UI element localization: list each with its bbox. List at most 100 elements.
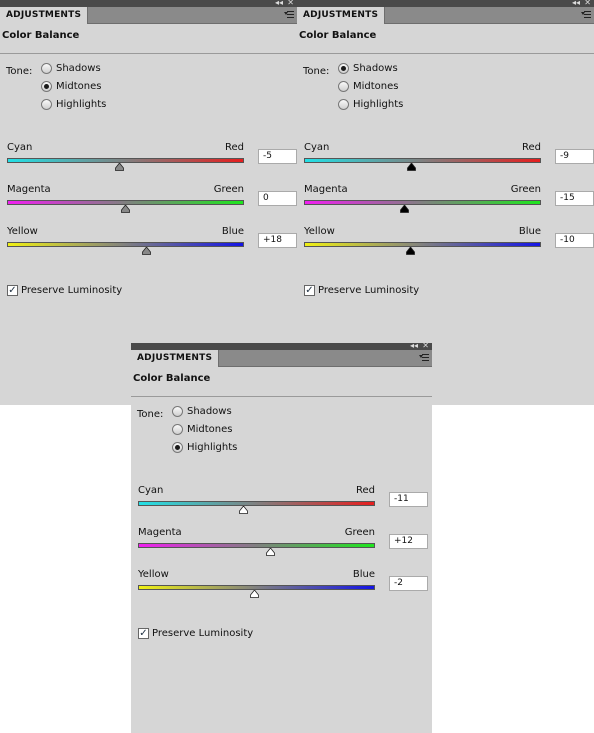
slider-knob[interactable] [249, 590, 259, 598]
tone-label: Tone: [6, 66, 33, 77]
radio-label: Shadows [56, 62, 101, 74]
preserve-luminosity-checkbox[interactable]: ✓ [304, 285, 315, 296]
slider-knob[interactable] [121, 205, 130, 213]
slider-track-magenta-green[interactable] [304, 200, 541, 205]
preserve-luminosity-label: Preserve Luminosity [152, 628, 254, 639]
close-icon[interactable]: ✕ [422, 343, 429, 350]
panel-menu-icon[interactable] [284, 10, 294, 20]
slider-knob[interactable] [400, 205, 410, 213]
radio-button[interactable] [172, 441, 183, 453]
slider-track-cyan-red[interactable] [138, 501, 375, 506]
radio-midtones[interactable]: Midtones [338, 79, 399, 93]
divider [0, 53, 297, 54]
panel-menu-icon[interactable] [581, 10, 591, 20]
radio-button[interactable] [338, 80, 349, 92]
slider-label-green: Green [213, 184, 244, 195]
preserve-luminosity-label: Preserve Luminosity [318, 285, 420, 296]
radio-highlights[interactable]: Highlights [338, 97, 403, 111]
collapse-icon[interactable]: ◂◂ [409, 343, 418, 350]
radio-highlights[interactable]: Highlights [41, 97, 106, 111]
value-input-magenta-green[interactable]: +12 [389, 534, 428, 549]
preserve-luminosity-row[interactable]: ✓ Preserve Luminosity [138, 628, 253, 639]
adjustments-panel-shadows: ◂◂ ✕ ADJUSTMENTS Color Balance Tone: Shadows M… [297, 0, 594, 405]
panel-menu-icon[interactable] [419, 353, 429, 363]
slider-track-magenta-green[interactable] [138, 543, 375, 548]
collapse-icon[interactable]: ◂◂ [274, 0, 283, 7]
panel-title: Color Balance [299, 30, 377, 41]
radio-label: Midtones [56, 80, 102, 92]
preserve-luminosity-label: Preserve Luminosity [21, 285, 123, 296]
divider [297, 53, 594, 54]
panel-tab-bar: ADJUSTMENTS [297, 7, 594, 24]
radio-button[interactable] [338, 98, 349, 110]
collapse-icon[interactable]: ◂◂ [571, 0, 580, 7]
radio-highlights[interactable]: Highlights [172, 440, 237, 454]
value-input-cyan-red[interactable]: -5 [258, 149, 297, 164]
slider-label-yellow: Yellow [304, 226, 335, 237]
slider-knob[interactable] [266, 548, 276, 556]
slider-label-magenta: Magenta [7, 184, 51, 195]
value-input-yellow-blue[interactable]: -2 [389, 576, 428, 591]
value-input-cyan-red[interactable]: -11 [389, 492, 428, 507]
tab-adjustments[interactable]: ADJUSTMENTS [297, 7, 386, 24]
tab-adjustments[interactable]: ADJUSTMENTS [0, 7, 89, 24]
slider-label-blue: Blue [221, 226, 244, 237]
slider-label-green: Green [510, 184, 541, 195]
radio-shadows[interactable]: Shadows [172, 404, 232, 418]
adjustments-panel-shadows-midtones: ◂◂ ✕ ADJUSTMENTS Color Balance Tone: Shadows M… [0, 0, 297, 405]
value-input-yellow-blue[interactable]: -10 [555, 233, 594, 248]
radio-label: Midtones [187, 423, 233, 435]
value-input-yellow-blue[interactable]: +18 [258, 233, 297, 248]
radio-button[interactable] [172, 423, 183, 435]
slider-label-yellow: Yellow [138, 569, 169, 580]
slider-label-red: Red [356, 485, 375, 496]
panel-top-strip: ◂◂ ✕ [131, 343, 432, 350]
panel-title: Color Balance [133, 373, 211, 384]
adjustments-panel-highlights: ◂◂ ✕ ADJUSTMENTS Color Balance Tone: Shadows M… [131, 343, 432, 733]
radio-button[interactable] [41, 80, 52, 92]
slider-knob[interactable] [407, 163, 417, 171]
slider-label-magenta: Magenta [138, 527, 182, 538]
slider-label-magenta: Magenta [304, 184, 348, 195]
slider-track-cyan-red[interactable] [7, 158, 244, 163]
radio-button[interactable] [172, 405, 183, 417]
preserve-luminosity-row[interactable]: ✓ Preserve Luminosity [304, 285, 419, 296]
close-icon[interactable]: ✕ [584, 0, 591, 7]
panel-top-strip: ◂◂ ✕ [0, 0, 297, 7]
slider-label-cyan: Cyan [138, 485, 164, 496]
slider-track-yellow-blue[interactable] [138, 585, 375, 590]
slider-label-cyan: Cyan [7, 142, 33, 153]
radio-button[interactable] [41, 98, 52, 110]
preserve-luminosity-checkbox[interactable]: ✓ [7, 285, 18, 296]
radio-shadows[interactable]: Shadows [41, 61, 101, 75]
value-input-cyan-red[interactable]: -9 [555, 149, 594, 164]
radio-label: Shadows [353, 62, 398, 74]
slider-knob[interactable] [239, 506, 248, 514]
radio-button[interactable] [41, 62, 52, 74]
slider-knob[interactable] [115, 163, 124, 171]
radio-shadows[interactable]: Shadows [338, 61, 398, 75]
panel-tab-bar: ADJUSTMENTS [131, 350, 432, 367]
value-input-magenta-green[interactable]: -15 [555, 191, 594, 206]
radio-midtones[interactable]: Midtones [172, 422, 233, 436]
close-icon[interactable]: ✕ [287, 0, 294, 7]
divider [131, 396, 432, 397]
slider-label-blue: Blue [518, 226, 541, 237]
slider-label-cyan: Cyan [304, 142, 330, 153]
slider-knob[interactable] [406, 247, 416, 255]
slider-track-cyan-red[interactable] [304, 158, 541, 163]
value-input-magenta-green[interactable]: 0 [258, 191, 297, 206]
slider-label-red: Red [522, 142, 541, 153]
radio-label: Highlights [187, 441, 238, 453]
slider-label-green: Green [344, 527, 375, 538]
slider-label-blue: Blue [352, 569, 375, 580]
radio-label: Highlights [56, 98, 107, 110]
slider-track-yellow-blue[interactable] [304, 242, 541, 247]
slider-knob[interactable] [142, 247, 152, 255]
preserve-luminosity-row[interactable]: ✓ Preserve Luminosity [7, 285, 122, 296]
radio-midtones[interactable]: Midtones [41, 79, 102, 93]
radio-button[interactable] [338, 62, 349, 74]
slider-track-yellow-blue[interactable] [7, 242, 244, 247]
preserve-luminosity-checkbox[interactable]: ✓ [138, 628, 149, 639]
tab-adjustments[interactable]: ADJUSTMENTS [131, 350, 220, 367]
